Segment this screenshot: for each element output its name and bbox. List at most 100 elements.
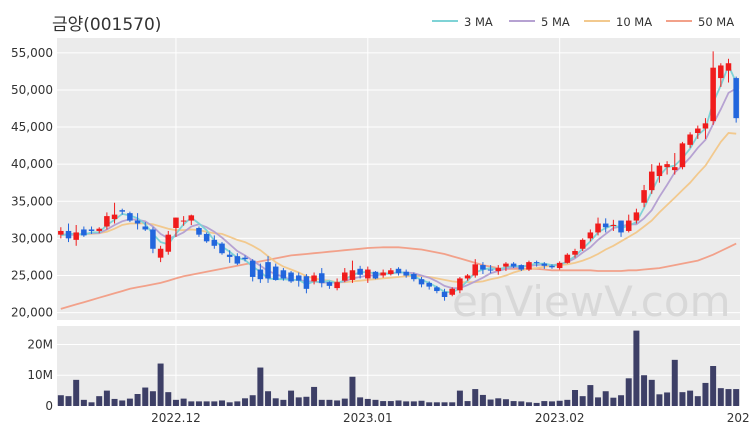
candle-down: [272, 266, 279, 280]
volume-bar: [211, 401, 218, 406]
candle-up: [672, 167, 678, 171]
volume-bar: [203, 401, 210, 406]
volume-bar: [288, 390, 295, 406]
volume-bar: [541, 401, 548, 406]
volume-bars: [57, 330, 740, 406]
candle-down: [602, 223, 609, 228]
volume-bar: [280, 399, 287, 406]
candle-down: [150, 229, 156, 249]
candle-down: [88, 229, 95, 231]
volume-bar: [464, 401, 471, 406]
volume-bar: [65, 396, 72, 406]
candle-up: [342, 272, 348, 281]
volume-bar: [364, 398, 371, 406]
candle-down: [119, 210, 125, 212]
volume-bar: [172, 399, 179, 406]
candle-up: [625, 220, 632, 231]
volume-bar: [157, 363, 164, 406]
volume-bar: [134, 394, 141, 406]
legend-ma50-label: 50 MA: [698, 15, 735, 29]
candle-up: [365, 269, 371, 279]
legend-ma10-label: 10 MA: [616, 15, 653, 29]
volume-bar: [149, 391, 156, 406]
candle-down: [434, 287, 440, 292]
candle-up: [664, 164, 670, 168]
ma50-line: [60, 242, 737, 310]
volume-bar: [272, 398, 279, 406]
legend-ma5: 5 MA: [509, 15, 570, 29]
candle-down: [81, 229, 87, 236]
candle-down: [196, 227, 202, 235]
candle-down: [65, 230, 72, 239]
volume-bar: [403, 401, 410, 406]
price-tick-label: 45,000: [11, 120, 53, 134]
volume-tick-label: 0: [45, 399, 53, 413]
volume-bar: [96, 396, 103, 406]
volume-bar: [548, 401, 555, 406]
candle-up: [73, 232, 79, 240]
watermark: enViewV.com: [452, 277, 731, 326]
volume-bar: [142, 387, 149, 406]
volume-bar: [311, 386, 318, 406]
volume-bar: [80, 399, 87, 406]
volume-bar: [610, 397, 617, 406]
volume-bar: [334, 400, 341, 406]
candle-up: [449, 288, 455, 295]
volume-bar: [679, 392, 686, 406]
chart-title: 금양(001570): [52, 15, 162, 35]
candle-down: [326, 282, 333, 286]
volume-bar: [57, 395, 64, 406]
candle-up: [334, 282, 340, 289]
candle-down: [403, 271, 409, 276]
candle-up: [457, 278, 463, 291]
candlesticks: [58, 51, 739, 301]
candle-up: [495, 268, 502, 272]
candle-up: [58, 230, 64, 235]
candle-up: [188, 215, 195, 221]
volume-bar: [717, 388, 724, 406]
volume-bar: [533, 402, 540, 406]
candle-down: [226, 254, 233, 257]
candle-up: [633, 212, 640, 221]
volume-bar: [687, 390, 694, 406]
volume-bar: [111, 398, 118, 406]
candle-up: [165, 234, 172, 252]
candle-up: [157, 248, 164, 258]
candle-up: [687, 134, 693, 145]
candle-up: [564, 254, 571, 263]
candle-up: [472, 264, 479, 276]
volume-bar: [387, 401, 394, 406]
date-tick-label: 2022.12: [151, 411, 201, 425]
candle-up: [587, 232, 594, 239]
price-tick-label: 55,000: [11, 46, 53, 60]
candle-up: [702, 123, 709, 129]
legend-ma3: 3 MA: [432, 15, 493, 29]
volume-bar: [710, 366, 717, 406]
candle-down: [295, 275, 302, 281]
candle-up: [104, 216, 110, 227]
candle-up: [464, 275, 471, 279]
candle-down: [487, 269, 494, 271]
volume-bar: [226, 402, 233, 406]
volume-bar: [165, 392, 172, 406]
price-tick-label: 50,000: [11, 83, 53, 97]
candle-up: [349, 270, 356, 280]
volume-bar: [572, 390, 578, 406]
candle-down: [411, 273, 417, 280]
candle-up: [503, 263, 509, 267]
candle-up: [380, 272, 386, 276]
ma10-line: [60, 132, 737, 284]
legend-ma3-swatch: [432, 19, 458, 22]
volume-bar: [318, 399, 325, 406]
candle-down: [733, 78, 739, 119]
volume-bar: [349, 376, 356, 406]
legend-ma3-label: 3 MA: [464, 15, 493, 29]
volume-bar: [119, 400, 126, 406]
candle-down: [242, 257, 248, 260]
candle-up: [656, 165, 663, 177]
volume-tick-label: 10M: [27, 368, 53, 382]
date-tick-label: 2023.01: [343, 411, 393, 425]
candle-down: [618, 220, 624, 233]
candle-down: [142, 226, 149, 230]
